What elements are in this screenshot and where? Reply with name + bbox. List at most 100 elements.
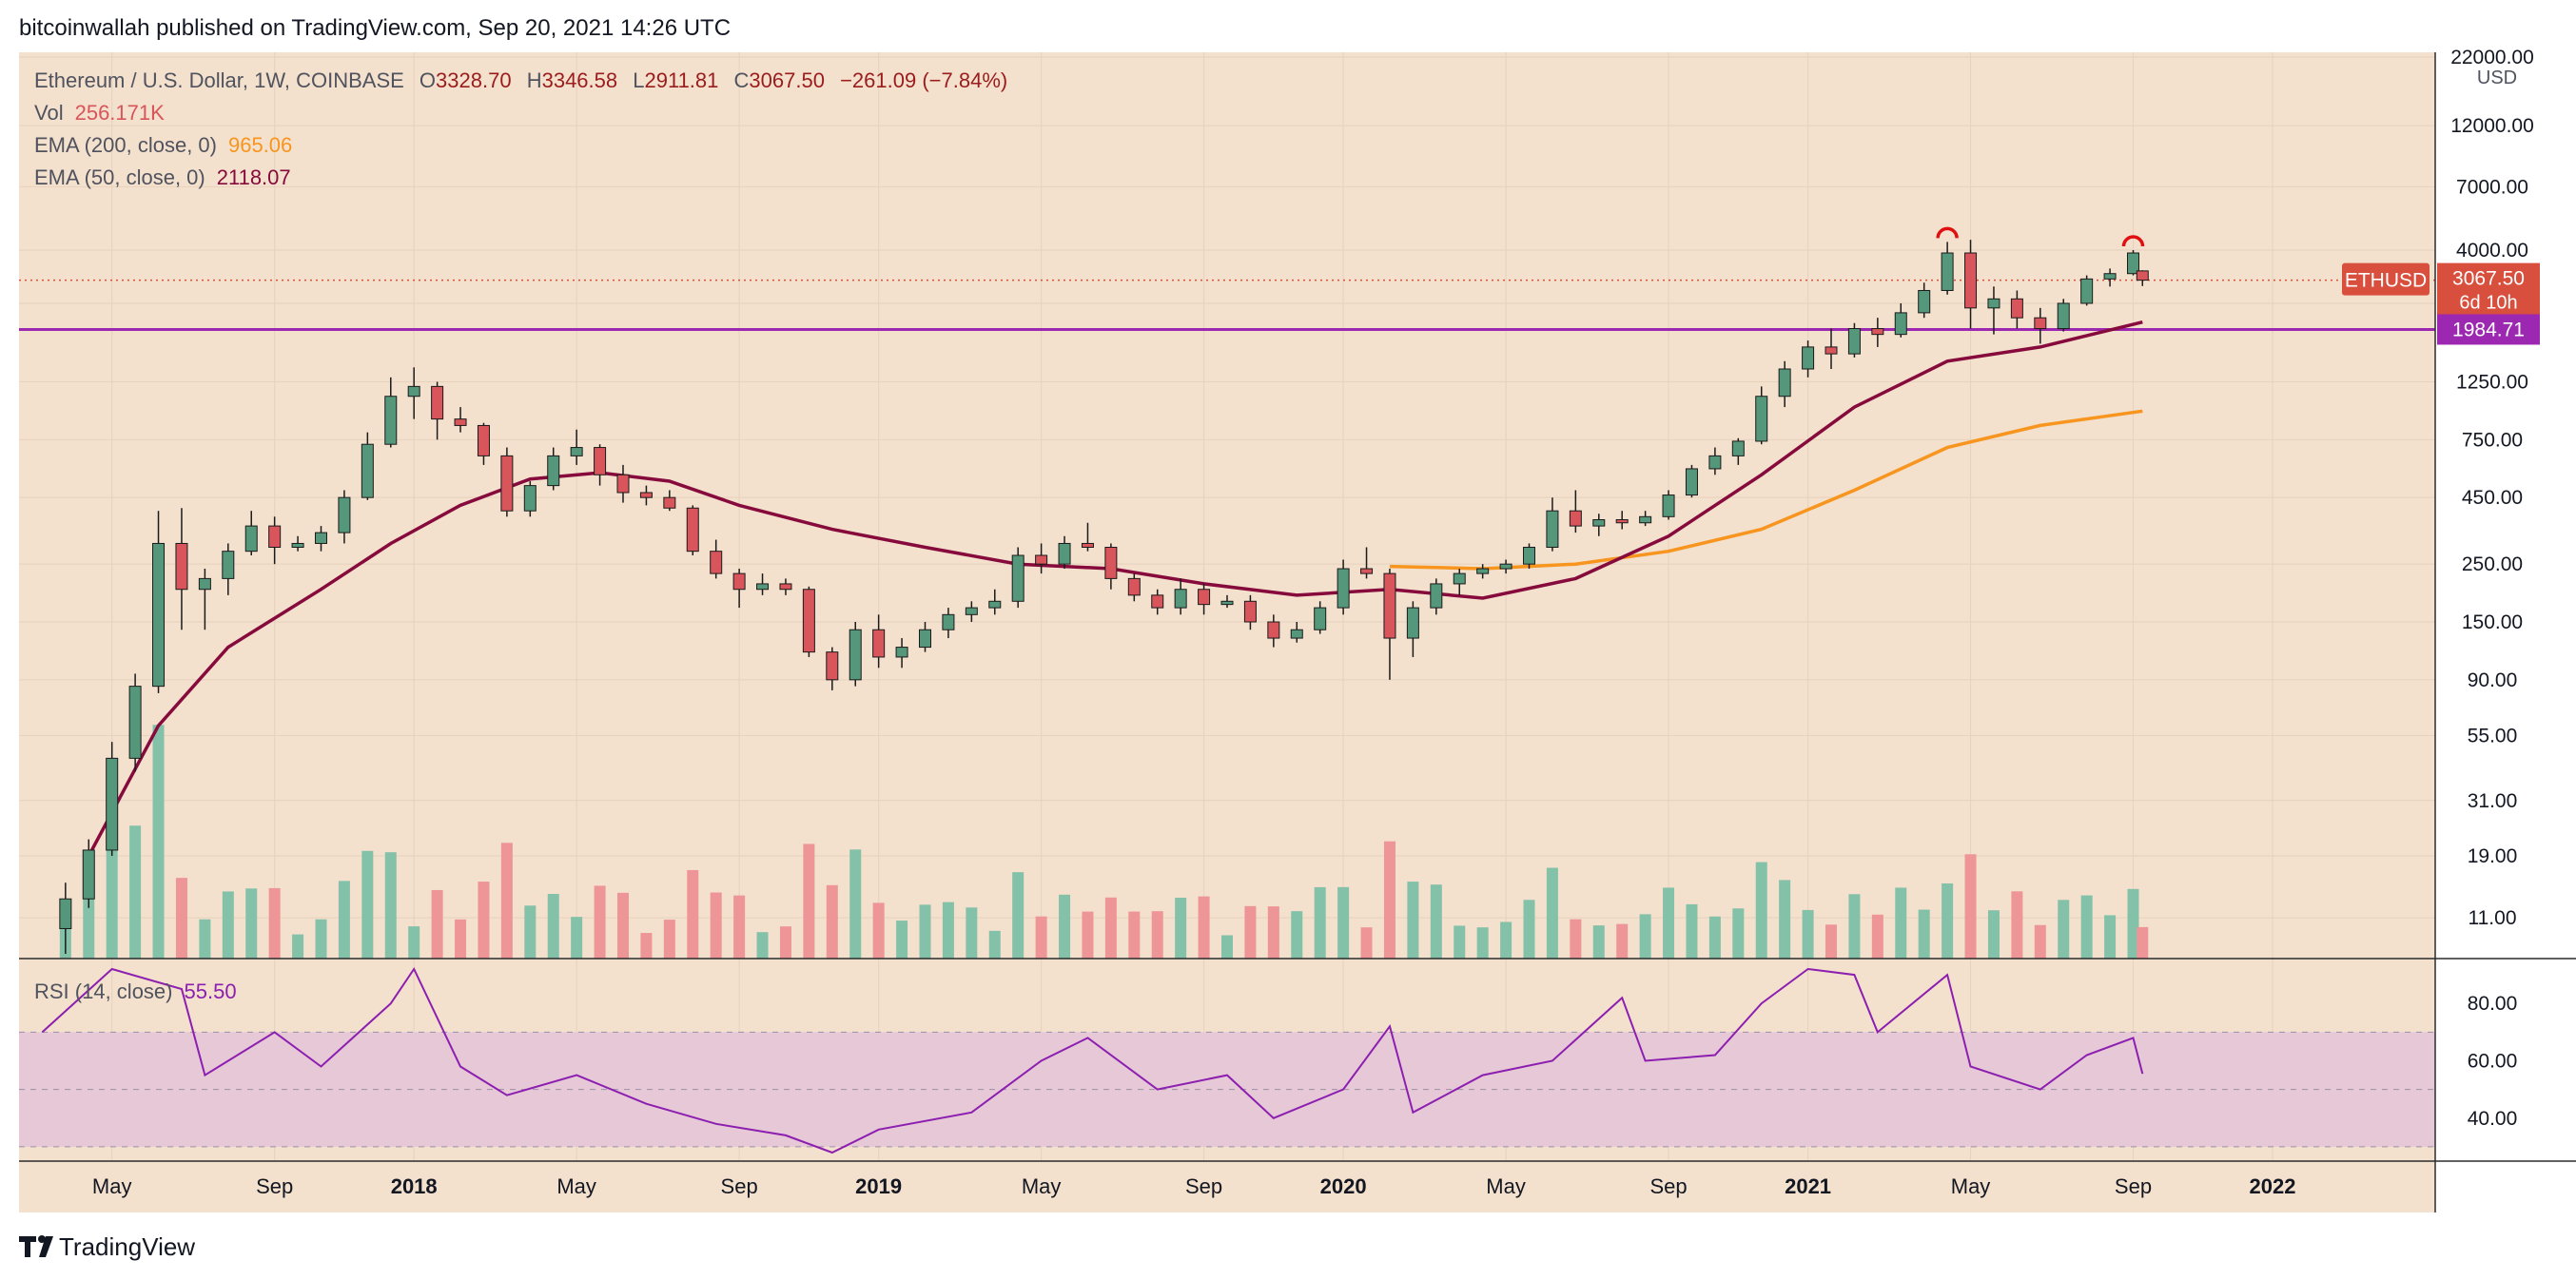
svg-text:Ethereum / U.S. Dollar, 1W, CO: Ethereum / U.S. Dollar, 1W, COINBASE O33… [34, 68, 1007, 92]
candle-body [198, 577, 211, 591]
candle-body [616, 474, 630, 494]
price-tick-1: 12000.00 [2450, 115, 2534, 137]
candle-body [128, 686, 142, 759]
candle-body [2010, 298, 2023, 319]
candle-body [1058, 542, 1071, 565]
candle-body [988, 600, 1002, 609]
candle-body [477, 424, 490, 456]
time-tick-6: May [1022, 1174, 1062, 1198]
volume-bar [1175, 897, 1187, 959]
volume-bar [2137, 926, 2149, 959]
candle-body [106, 757, 119, 851]
candle-body [361, 443, 374, 498]
time-tick-5: 2019 [855, 1174, 902, 1198]
volume-bar [942, 902, 954, 959]
candle-body [244, 525, 258, 553]
volume-bar [1755, 862, 1767, 959]
candle-body [500, 455, 514, 512]
price-tick-11: 55.00 [2468, 725, 2518, 747]
time-tick-1: Sep [256, 1174, 293, 1198]
volume-bar [687, 869, 699, 959]
volume-bar [1337, 886, 1350, 959]
volume-bar [2080, 895, 2093, 959]
candle-body [1987, 298, 2000, 309]
volume-bar [2058, 900, 2070, 959]
top-arc-0 [1936, 226, 1959, 239]
candle-body [732, 572, 746, 591]
volume-bar [1151, 911, 1163, 959]
candle-body [2127, 252, 2139, 275]
candle-body [59, 898, 72, 929]
time-tick-10: Sep [1649, 1174, 1687, 1198]
volume-bar [361, 850, 374, 959]
volume-bar [384, 852, 397, 959]
candle-body [1731, 440, 1745, 456]
candle-body [1290, 629, 1303, 639]
volume-bar [2034, 924, 2046, 959]
candle-body [1314, 607, 1327, 630]
volume-bar [292, 934, 304, 959]
volume-bar [1244, 905, 1257, 959]
main-pane-bg [19, 52, 2435, 1212]
candle-body [756, 583, 770, 591]
candle-body [663, 496, 676, 509]
candle-body [431, 385, 444, 420]
candle-body [1639, 515, 1652, 524]
axes: 22000.0012000.007000.004000.002500.00125… [92, 47, 2534, 1198]
volume-bar [2104, 915, 2117, 959]
time-tick-12: May [1951, 1174, 1991, 1198]
candle-body [639, 492, 653, 498]
volume-bar [872, 902, 885, 959]
candle-body [1825, 346, 1838, 355]
candle-body [1383, 572, 1396, 639]
volume-bar [640, 933, 653, 959]
candle-body [454, 418, 467, 426]
candle-body [1430, 583, 1443, 609]
candle-body [872, 629, 886, 658]
volume-bar [1987, 910, 2000, 959]
candle-body [222, 551, 235, 579]
volume-bar [408, 926, 420, 959]
candle-body [2080, 278, 2094, 304]
price-tick-12: 31.00 [2468, 790, 2518, 812]
candle-body [1941, 252, 1954, 291]
tradingview-logo: TradingView [19, 1232, 195, 1261]
candle-body [291, 542, 304, 548]
candle-body [1360, 568, 1374, 574]
volume-bar [1964, 854, 1977, 959]
volume-bar [1012, 872, 1025, 959]
candle-body [1894, 312, 1907, 336]
candle-body [1174, 589, 1187, 609]
last-price-label: 3067.50 [2452, 268, 2525, 290]
volume-bar [1267, 906, 1279, 959]
support-line [19, 279, 2435, 331]
volume-bar [338, 881, 350, 959]
volume-bar [1918, 909, 1930, 959]
candle-body [1499, 563, 1512, 570]
candle-body [2034, 317, 2047, 330]
volume-bar [1035, 916, 1047, 959]
candle-body [1755, 396, 1768, 442]
volume-bar [245, 888, 258, 959]
countdown-label: 6d 10h [2459, 293, 2517, 314]
volume-bar [571, 917, 583, 959]
volume-bar [1082, 911, 1094, 959]
volume-bar [1407, 882, 1419, 959]
volume-bar [129, 825, 142, 959]
candle-body [1104, 546, 1118, 579]
volume-bar [1059, 894, 1071, 959]
volume-bar [500, 843, 513, 959]
candle-body [523, 485, 537, 512]
candle-body [407, 385, 420, 398]
candle-body [570, 447, 583, 456]
candle-body [826, 651, 839, 681]
volume-bar [826, 884, 838, 959]
volume-bar [663, 920, 675, 959]
candle-body [1453, 572, 1466, 585]
volume-bar [431, 889, 443, 959]
candle-body [1708, 455, 1722, 470]
volume-bar [779, 926, 791, 959]
candle-body [1871, 328, 1884, 336]
volume-bar [199, 919, 211, 959]
